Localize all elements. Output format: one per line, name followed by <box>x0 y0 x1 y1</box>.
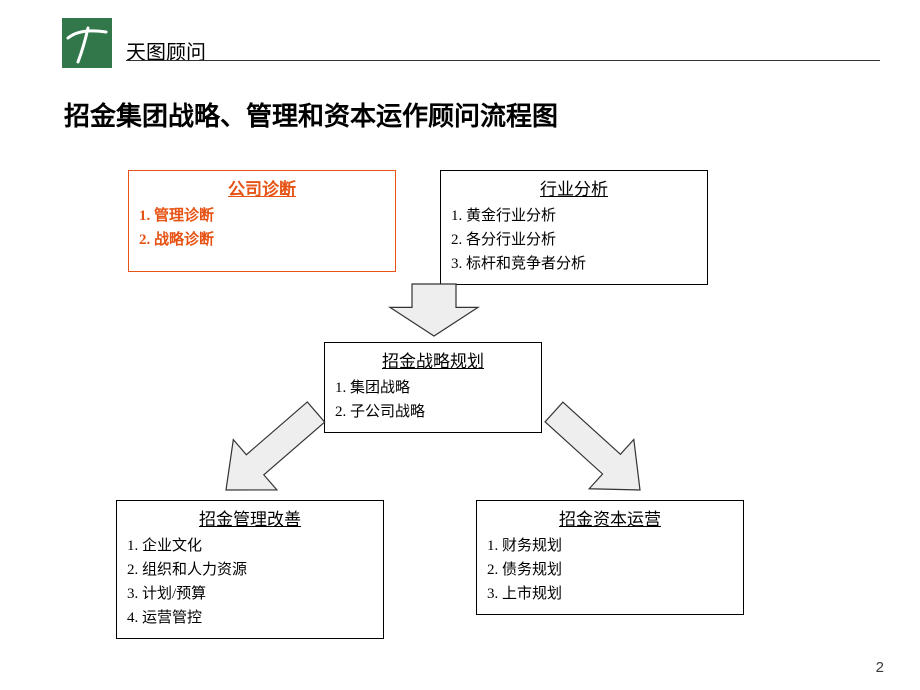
diagram-canvas: 公司诊断 1. 管理诊断2. 战略诊断 行业分析 1. 黄金行业分析2. 各分行业分… <box>0 0 920 690</box>
box-capital-operation: 招金资本运营 1. 财务规划2. 债务规划3. 上市规划 <box>476 500 744 615</box>
page-number: 2 <box>876 659 884 676</box>
box-title: 招金管理改善 <box>127 505 373 530</box>
box-item: 2. 债务规划 <box>487 558 733 582</box>
box-title: 招金战略规划 <box>335 347 531 372</box>
box-item: 4. 运营管控 <box>127 606 373 630</box>
box-item: 3. 计划/预算 <box>127 582 373 606</box>
box-item: 1. 管理诊断 <box>139 204 385 228</box>
box-item: 2. 各分行业分析 <box>451 228 697 252</box>
box-item: 3. 标杆和竞争者分析 <box>451 252 697 276</box>
box-item: 2. 组织和人力资源 <box>127 558 373 582</box>
box-item: 1. 企业文化 <box>127 534 373 558</box>
box-company-diagnosis: 公司诊断 1. 管理诊断2. 战略诊断 <box>128 170 396 272</box>
box-management-improve: 招金管理改善 1. 企业文化2. 组织和人力资源3. 计划/预算4. 运营管控 <box>116 500 384 639</box>
box-title: 招金资本运营 <box>487 505 733 530</box>
box-item: 1. 集团战略 <box>335 376 531 400</box>
box-item: 1. 黄金行业分析 <box>451 204 697 228</box>
box-strategy-planning: 招金战略规划 1. 集团战略2. 子公司战略 <box>324 342 542 433</box>
box-title: 行业分析 <box>451 175 697 200</box>
box-industry-analysis: 行业分析 1. 黄金行业分析2. 各分行业分析3. 标杆和竞争者分析 <box>440 170 708 285</box>
box-title: 公司诊断 <box>139 175 385 200</box>
box-item: 1. 财务规划 <box>487 534 733 558</box>
box-item: 2. 子公司战略 <box>335 400 531 424</box>
box-item: 2. 战略诊断 <box>139 228 385 252</box>
box-item: 3. 上市规划 <box>487 582 733 606</box>
